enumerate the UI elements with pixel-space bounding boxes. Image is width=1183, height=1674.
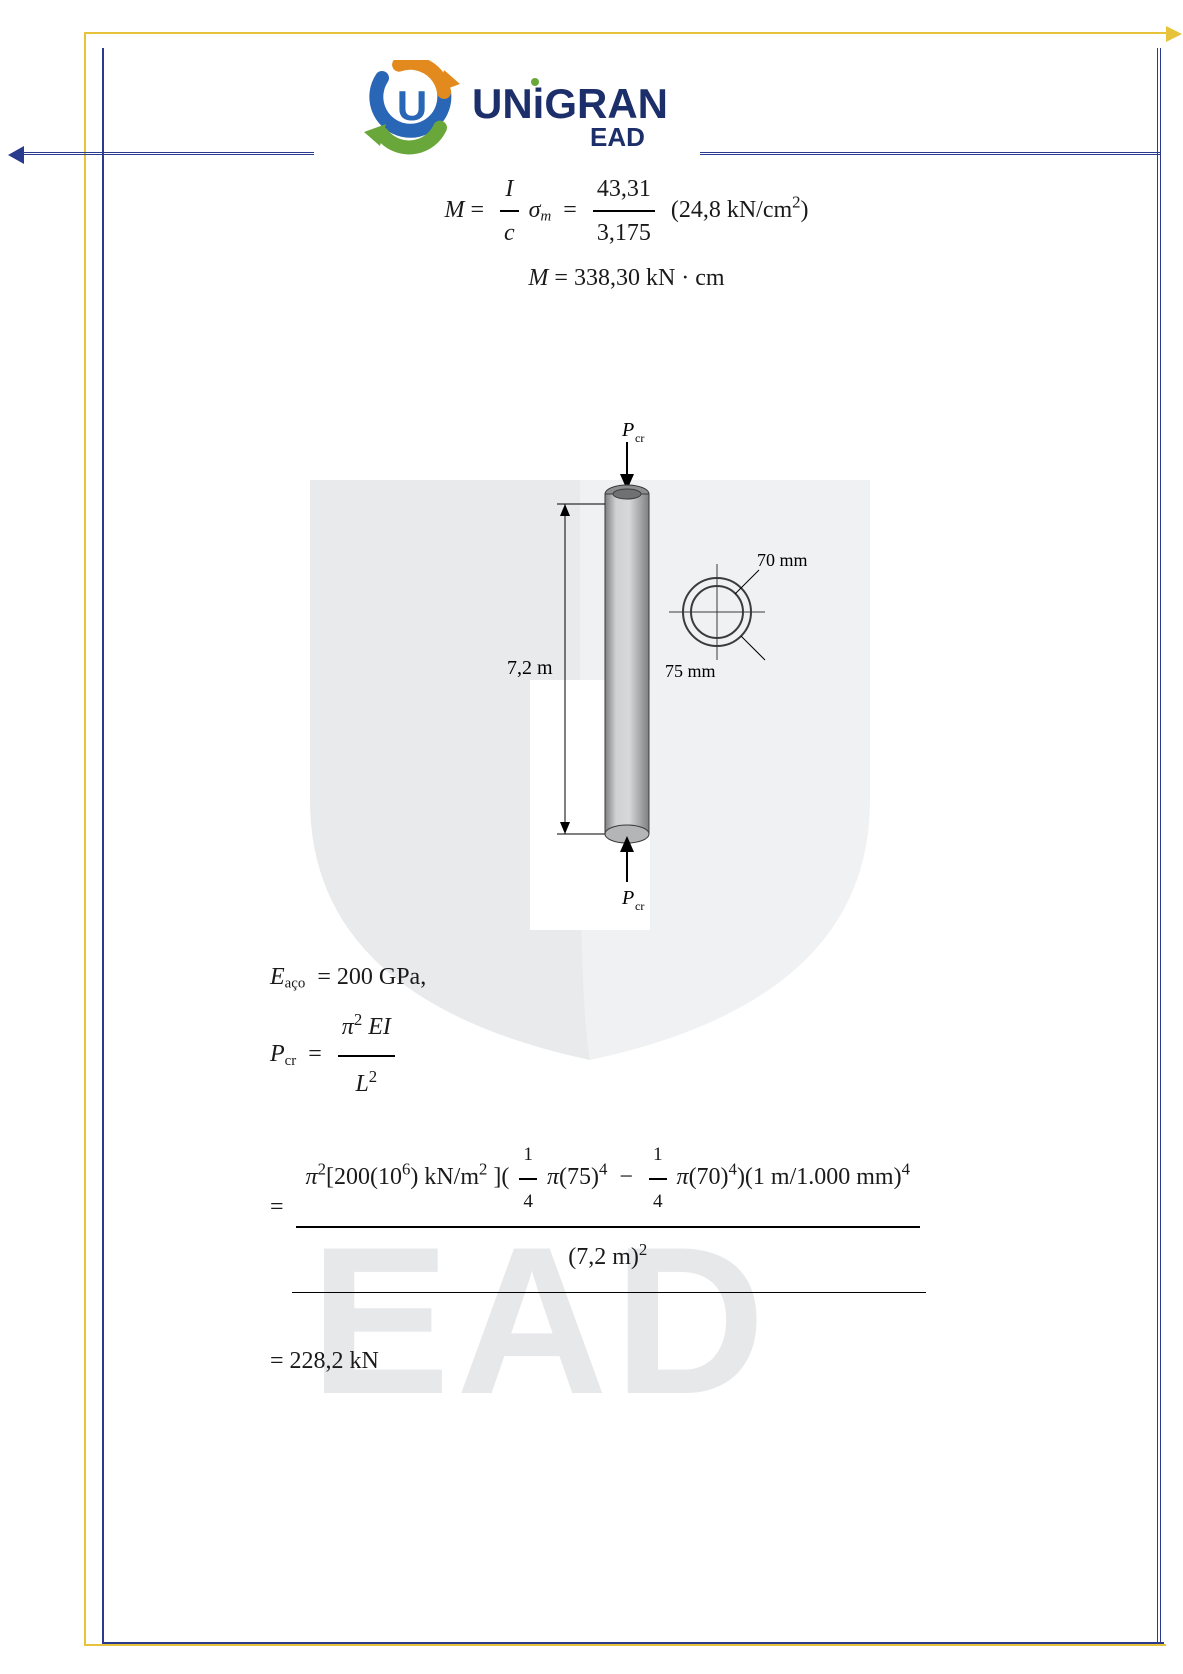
equation-pcr-expanded: = π2[200(106) kN/m2 ]( 14 π(75)4 − 14 (270, 1135, 1123, 1292)
equation-pcr-symbolic: Pcr = π2 EI L2 (270, 1002, 1123, 1109)
equation-e-aco: Eaço = 200 GPa, (270, 952, 1123, 1002)
svg-text:cr: cr (635, 431, 644, 445)
column-figure: P cr (447, 412, 807, 912)
equation-pcr-result: = 228,2 kN (270, 1348, 1123, 1375)
svg-text:P: P (621, 887, 634, 909)
equation-moment: M = I c σm = 43,31 3,175 (24,8 kN/cm2) (347, 170, 907, 253)
svg-text:UNiGRAN: UNiGRAN (472, 80, 668, 127)
svg-text:7,2 m: 7,2 m (507, 657, 553, 679)
svg-text:EAD: EAD (590, 122, 645, 152)
svg-text:cr: cr (635, 899, 644, 912)
svg-text:U: U (397, 82, 427, 129)
svg-text:75 mm: 75 mm (665, 661, 716, 681)
brand-logo: U UNiGRAN EAD (360, 60, 670, 160)
svg-text:70 mm: 70 mm (757, 550, 807, 570)
equation-moment-result: M = 338,30 kN · cm (130, 265, 1123, 292)
svg-text:P: P (621, 419, 634, 441)
